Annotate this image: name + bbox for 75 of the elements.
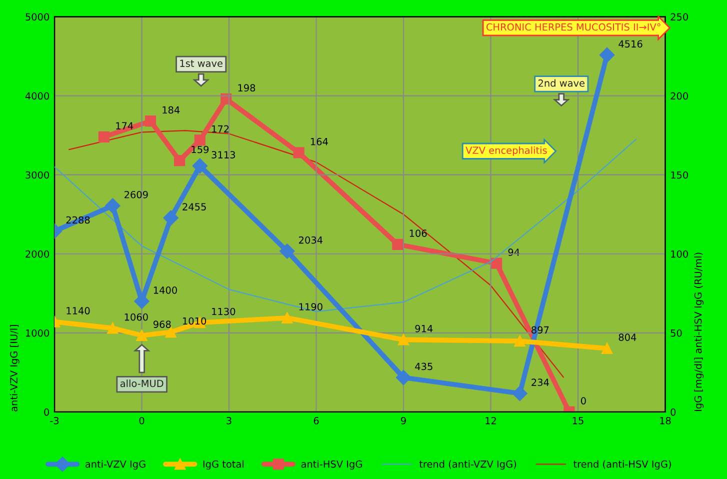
y2-tick-label: 0 (670, 408, 676, 416)
y-tick-label: 2000 (26, 250, 50, 258)
point (163, 210, 178, 226)
data-label: 2455 (182, 203, 206, 210)
y2-tick-label: 200 (670, 92, 688, 100)
data-label: 234 (532, 378, 549, 386)
point (105, 198, 120, 214)
x-tick-label: 12 (486, 416, 496, 424)
point (514, 335, 526, 347)
x-tick-label: 6 (314, 416, 319, 424)
y2-tick-label: 150 (671, 171, 688, 179)
annotation: 1st wave (180, 60, 222, 68)
point (192, 158, 208, 174)
legend-label: anti-VZV IgG (85, 460, 146, 470)
data-label: 4516 (618, 40, 642, 48)
point (136, 330, 148, 341)
x-tick-label: 18 (660, 416, 671, 424)
data-label: 1190 (299, 303, 322, 310)
data-label: 435 (415, 362, 432, 370)
data-label: 172 (212, 125, 229, 132)
point (282, 312, 293, 324)
data-label: 106 (410, 230, 427, 237)
point (280, 244, 295, 259)
data-label: 804 (618, 334, 636, 341)
point (398, 334, 410, 346)
data-label: 3113 (212, 151, 235, 158)
y-tick-label: 3000 (26, 171, 50, 179)
data-label: 184 (162, 106, 180, 114)
y2-axis-title: IgG [mg/dl] anti-HSV IgG (RU/ml) (694, 252, 704, 411)
point (396, 370, 412, 386)
data-label: 1060 (124, 313, 148, 321)
point (392, 238, 404, 250)
annotation: 2nd wave (538, 79, 584, 87)
annotation: VZV encephalitis (466, 146, 547, 156)
annotation: CHRONIC HERPES MUCOSITIS II→IV° (486, 23, 660, 31)
y2-tick-label: 100 (671, 250, 688, 258)
point (98, 131, 110, 142)
data-label: 1400 (154, 286, 177, 294)
point (194, 134, 206, 146)
point (490, 258, 502, 269)
point (107, 322, 118, 334)
point (512, 386, 528, 402)
legend-label: trend (anti-HSV IgG) (574, 460, 671, 470)
data-label: 174 (116, 122, 134, 130)
y2-tick-label: 50 (670, 329, 682, 337)
x-tick-label: 3 (226, 416, 232, 424)
data-label: 2609 (124, 190, 148, 198)
legend-label: IgG total (203, 460, 244, 470)
annotation: allo-MUD (120, 380, 164, 388)
data-label: 2034 (298, 236, 322, 244)
point (293, 147, 304, 158)
y-axis-title: anti-VZV IgG [IU/l] (10, 324, 20, 412)
data-label: 914 (415, 324, 433, 332)
data-label: 1140 (66, 307, 90, 314)
data-label: 968 (153, 320, 171, 328)
data-label: 1130 (212, 308, 236, 316)
x-tick-label: 9 (401, 416, 406, 424)
legend-label: anti-HSV IgG (301, 460, 362, 470)
x-tick-label: 0 (139, 416, 144, 424)
data-label: 0 (580, 397, 586, 404)
y-tick-label: 4000 (25, 92, 50, 100)
data-label: 198 (238, 84, 256, 92)
y-tick-label: 5000 (26, 13, 50, 21)
y-tick-label: 1000 (26, 329, 50, 337)
point (165, 326, 176, 338)
point (174, 155, 186, 166)
x-tick-label: 15 (572, 417, 584, 424)
data-label: 164 (310, 138, 328, 146)
point (599, 47, 615, 63)
x-tick-label: -3 (50, 416, 59, 424)
y-tick-label: 0 (44, 408, 50, 416)
point (144, 116, 156, 127)
legend-label: trend (anti-VZV IgG) (419, 460, 516, 470)
point (601, 342, 613, 354)
y2-tick-label: 250 (670, 13, 688, 21)
